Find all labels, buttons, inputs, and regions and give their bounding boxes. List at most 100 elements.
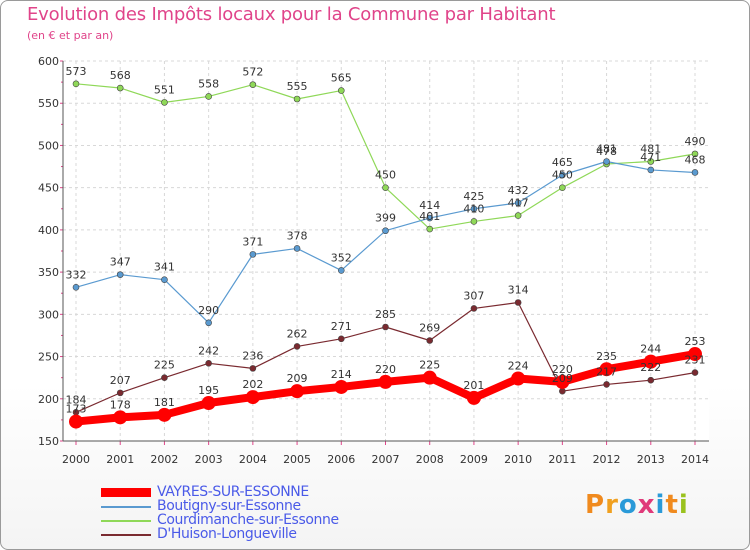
data-label: 307	[463, 289, 484, 302]
data-point	[205, 93, 212, 100]
legend-label: D'Huison-Longueville	[157, 526, 297, 542]
data-label: 236	[242, 349, 263, 362]
data-point	[249, 81, 257, 88]
data-point	[205, 360, 212, 367]
data-point	[116, 84, 124, 92]
data-label: 225	[154, 359, 175, 372]
data-point	[378, 374, 393, 389]
series-d-huison-longueville	[72, 299, 699, 416]
data-label: 214	[331, 368, 352, 381]
legend-label: Courdimanche-sur-Essonne	[157, 512, 339, 528]
x-tick-label: 2004	[239, 453, 267, 466]
data-label: 195	[198, 384, 219, 397]
data-label: 173	[66, 403, 87, 416]
data-label: 417	[508, 197, 529, 210]
data-label: 269	[419, 322, 440, 335]
series-boutigny-sur-essonne	[72, 158, 699, 327]
x-tick-label: 2014	[681, 453, 709, 466]
data-point	[559, 184, 566, 191]
legend-swatch	[101, 520, 151, 522]
data-point	[116, 389, 124, 397]
data-label: 465	[552, 156, 573, 169]
data-label: 490	[685, 135, 706, 148]
data-label: 224	[508, 360, 529, 373]
data-label: 285	[375, 308, 396, 321]
data-point	[249, 365, 257, 372]
data-point	[426, 214, 434, 222]
data-label: 332	[66, 268, 87, 281]
data-point	[426, 225, 434, 233]
data-label: 414	[419, 199, 440, 212]
x-tick-label: 2012	[593, 453, 621, 466]
data-point	[69, 414, 83, 429]
y-tick-label: 400	[38, 224, 59, 237]
axes: 150 200 250 300 350 400 450 500 550 600 2000 2001 20…	[38, 55, 709, 466]
data-label: 262	[287, 327, 308, 340]
data-point	[647, 166, 655, 174]
data-label: 468	[685, 153, 706, 166]
data-point	[382, 323, 389, 331]
data-label: 399	[375, 212, 396, 225]
data-point	[514, 299, 522, 306]
x-tick-label: 2013	[637, 453, 665, 466]
data-point	[337, 335, 345, 343]
data-point	[249, 251, 257, 258]
x-tick-label: 2003	[195, 453, 223, 466]
data-point	[293, 245, 301, 252]
data-label: 181	[154, 396, 175, 409]
data-point	[113, 410, 128, 425]
data-point	[293, 95, 301, 103]
data-label: 235	[596, 350, 617, 363]
data-label: 450	[375, 169, 396, 182]
data-point	[688, 347, 702, 362]
data-label: 347	[110, 256, 131, 269]
data-point	[426, 337, 434, 344]
data-label: 253	[685, 335, 706, 348]
x-tick-label: 2008	[416, 453, 444, 466]
series-courdimanche-sur-essonne	[72, 80, 699, 233]
data-label: 290	[198, 304, 219, 317]
series-vayres-sur-essonne	[69, 347, 702, 429]
data-label: 202	[242, 378, 263, 391]
data-point	[470, 218, 478, 225]
x-tick-label: 2010	[504, 453, 532, 466]
data-label: 471	[640, 151, 661, 164]
data-label: 378	[287, 229, 308, 242]
x-tick-label: 2002	[150, 453, 178, 466]
data-point	[161, 276, 168, 284]
data-point	[337, 267, 345, 274]
data-label: 568	[110, 69, 131, 82]
data-label: 209	[287, 372, 308, 385]
data-label: 242	[198, 344, 219, 357]
x-tick-label: 2009	[460, 453, 488, 466]
data-point	[422, 370, 437, 385]
y-tick-label: 300	[38, 308, 59, 321]
data-label: 450	[552, 169, 573, 182]
data-point	[691, 150, 699, 158]
data-point	[382, 227, 389, 235]
data-point	[337, 87, 345, 94]
y-tick-label: 200	[38, 393, 59, 406]
x-tick-label: 2007	[372, 453, 400, 466]
series-group	[69, 80, 702, 429]
data-label: 207	[110, 374, 131, 387]
data-label: 481	[640, 142, 661, 155]
data-label: 271	[331, 320, 352, 333]
x-tick-label: 2005	[283, 453, 311, 466]
data-point	[603, 381, 610, 388]
data-point	[161, 99, 168, 106]
data-label: 201	[463, 379, 484, 392]
data-point	[514, 212, 522, 219]
x-tick-label: 2000	[62, 453, 90, 466]
data-point	[72, 80, 80, 88]
data-point	[691, 369, 699, 376]
data-point	[161, 374, 168, 381]
data-label: 178	[110, 398, 131, 411]
data-point	[647, 158, 655, 165]
y-tick-label: 150	[38, 435, 59, 448]
data-point	[511, 371, 526, 386]
data-label: 244	[640, 343, 661, 356]
data-point	[245, 390, 260, 405]
legend-label: Boutigny-sur-Essonne	[157, 498, 301, 514]
